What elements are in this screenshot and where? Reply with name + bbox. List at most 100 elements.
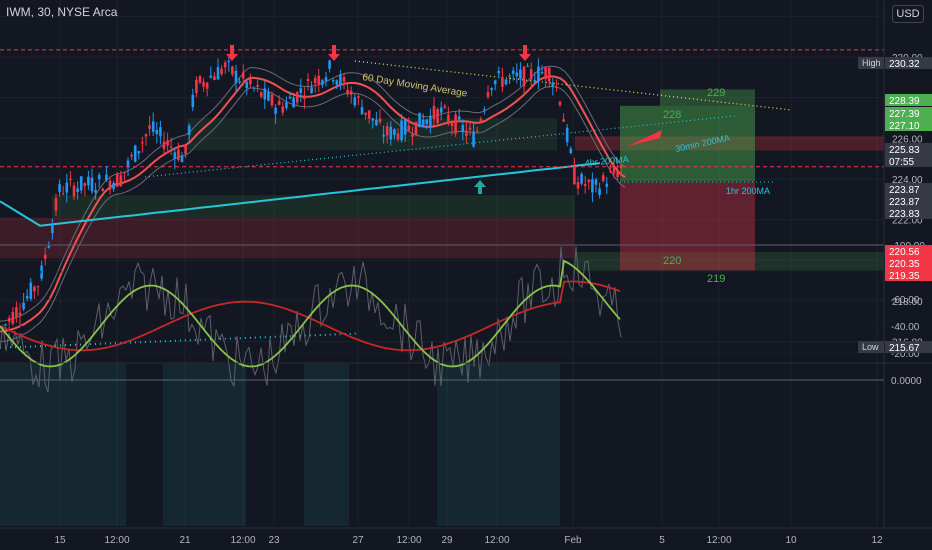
candle-body — [166, 140, 169, 146]
candle-body — [7, 317, 11, 322]
candle-body — [177, 149, 180, 160]
candle-body — [407, 125, 411, 131]
candle-body — [83, 183, 87, 187]
candle-body — [519, 69, 522, 80]
candle-body — [522, 66, 526, 87]
trendline-resistance — [354, 60, 791, 111]
candle-body — [231, 66, 234, 75]
price-tag-label-bg — [858, 57, 884, 69]
candle-body — [375, 119, 378, 126]
candle-body — [551, 82, 555, 87]
candle-body — [58, 184, 61, 193]
candle-body — [162, 141, 166, 149]
price-tag — [885, 257, 932, 269]
candle-body — [191, 94, 195, 108]
candle-body — [216, 67, 220, 80]
price-tag-value: 227.39 — [889, 109, 920, 120]
price-tag — [885, 269, 932, 281]
candle-body — [346, 89, 349, 95]
candle-body — [238, 81, 241, 83]
candle-body — [69, 178, 72, 181]
candle-body — [234, 70, 238, 83]
candle-body — [382, 134, 385, 137]
candle-body — [472, 131, 475, 147]
candle-body — [155, 129, 159, 135]
candle-body — [187, 125, 191, 136]
candle-body — [526, 65, 529, 67]
candle-body — [400, 120, 403, 141]
candle-body — [101, 188, 105, 192]
candle-body — [497, 70, 501, 74]
candle-body — [108, 180, 112, 190]
candle-body — [213, 76, 216, 80]
candle-body — [313, 77, 317, 84]
candle-body — [349, 90, 353, 95]
candle-body — [94, 190, 97, 193]
candle-body — [436, 108, 439, 124]
symbol: IWM — [6, 5, 31, 19]
candle-body — [29, 282, 33, 300]
candle-body — [259, 92, 263, 97]
level-label: 228 — [663, 109, 681, 121]
candle-body — [252, 87, 256, 89]
candle-body — [511, 70, 515, 74]
candle-body — [148, 125, 151, 129]
oscillator-tick-label: -60.00 — [891, 295, 920, 306]
oscillator-raw-line — [0, 246, 622, 393]
annotation-label: 1hr 200MA — [726, 186, 770, 196]
candle-body — [429, 115, 432, 127]
price-tick-label: 222.00 — [892, 216, 923, 227]
candle-body — [414, 121, 418, 135]
candle-body — [130, 154, 133, 157]
candle-body — [576, 182, 580, 189]
oscillator-zone — [163, 364, 193, 526]
price-tick-label: 226.00 — [892, 134, 923, 145]
candle-body — [303, 95, 306, 100]
long-position-risk — [620, 181, 755, 271]
candle-body — [306, 79, 310, 82]
time-tick-label: 10 — [785, 535, 797, 546]
sell-arrow-icon — [328, 54, 340, 61]
price-tag-value: 223.87 — [889, 185, 920, 196]
candle-body — [241, 72, 245, 79]
candle-body — [137, 151, 141, 154]
candle-body — [616, 169, 619, 178]
candle-body — [601, 175, 605, 182]
exchange: NYSE Arca — [57, 5, 118, 19]
candle-body — [47, 245, 51, 248]
candle-body — [504, 79, 508, 85]
oscillator-tick-label: -40.00 — [891, 322, 920, 333]
candle-body — [555, 86, 558, 88]
ma-band-upper — [0, 65, 626, 322]
candle-body — [202, 81, 205, 87]
candle-body — [439, 107, 443, 113]
candle-body — [403, 120, 407, 135]
candle-body — [490, 88, 493, 90]
moving-average-line — [0, 75, 626, 333]
price-tag — [885, 107, 932, 119]
oscillator-pane — [0, 364, 884, 526]
candle-body — [198, 76, 202, 83]
candle-body — [591, 179, 594, 193]
price-tick-label: 224.00 — [892, 175, 923, 186]
demand-zone — [575, 252, 884, 271]
candle-body — [389, 126, 393, 140]
candle-body — [324, 77, 328, 82]
price-tag-label: Low — [862, 342, 879, 352]
candle-body — [418, 112, 421, 128]
oscillator-tick-label: -20.00 — [891, 349, 920, 360]
price-tag-value: 215.67 — [889, 343, 920, 354]
currency-button[interactable]: USD — [892, 5, 924, 23]
time-tick-label: 12:00 — [706, 535, 731, 546]
candle-body — [4, 324, 7, 326]
candle-body — [547, 67, 551, 82]
candle-body — [465, 130, 468, 136]
supply-zone — [0, 217, 575, 259]
price-tag — [885, 94, 932, 106]
price-tag — [885, 341, 932, 353]
candle-body — [310, 87, 313, 94]
level-label: 220 — [663, 255, 681, 267]
candle-body — [270, 94, 274, 106]
candle-body — [371, 118, 375, 121]
